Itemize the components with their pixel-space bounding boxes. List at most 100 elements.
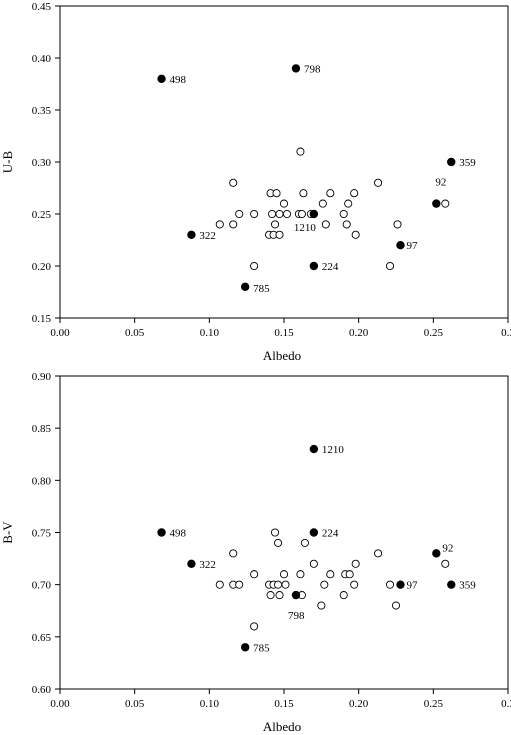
plot-frame xyxy=(59,5,509,319)
point-label: 498 xyxy=(170,528,187,540)
y-tick-label: 0.30 xyxy=(32,157,52,169)
open-data-point xyxy=(281,580,290,589)
open-data-point xyxy=(250,209,259,219)
filled-data-point xyxy=(432,549,441,558)
open-data-point xyxy=(272,189,281,198)
x-tick-label: 0.10 xyxy=(200,698,220,710)
x-tick-label: 0.00 xyxy=(50,698,70,710)
open-data-point xyxy=(297,209,306,219)
open-data-point xyxy=(393,220,402,229)
open-data-point xyxy=(270,528,280,537)
open-data-point xyxy=(235,209,244,219)
open-data-point xyxy=(215,580,224,589)
point-label: 785 xyxy=(253,283,270,295)
open-data-point xyxy=(374,549,383,558)
open-data-point xyxy=(250,570,259,579)
point-label: 97 xyxy=(406,240,418,252)
filled-data-point xyxy=(396,240,405,250)
filled-data-point xyxy=(291,64,301,73)
open-data-point xyxy=(385,261,395,271)
filled-data-point xyxy=(447,580,456,589)
open-data-point xyxy=(326,189,335,198)
open-data-point xyxy=(321,220,330,229)
y-axis-title: U-B xyxy=(0,150,15,173)
filled-data-point xyxy=(396,580,405,589)
open-data-point xyxy=(441,559,450,568)
point-label: 322 xyxy=(199,230,216,242)
open-data-point xyxy=(296,147,305,156)
filled-data-point xyxy=(309,261,319,271)
point-label: 1210 xyxy=(294,222,317,234)
filled-data-point xyxy=(187,230,196,239)
bv-scatter-panel: 0.00 0.05 0.10 0.15 0.20 0.25 0.3 0.60 0.65 0.70 0… xyxy=(0,371,511,734)
open-data-point xyxy=(320,580,329,589)
open-data-point xyxy=(351,559,360,568)
open-data-point xyxy=(391,601,401,610)
y-tick-label: 0.85 xyxy=(32,423,52,435)
open-data-point xyxy=(342,220,351,229)
filled-data-point xyxy=(447,157,456,167)
filled-data-point xyxy=(291,590,301,600)
open-data-point xyxy=(273,538,283,547)
y-tick-label: 0.45 xyxy=(32,1,52,13)
open-data-point xyxy=(229,549,238,558)
y-tick-label: 0.80 xyxy=(32,475,52,487)
y-tick-label: 0.60 xyxy=(32,684,52,696)
open-data-point xyxy=(275,591,284,600)
open-data-point xyxy=(318,199,327,208)
point-label: 92 xyxy=(435,177,446,189)
open-data-point xyxy=(270,220,280,229)
filled-data-point xyxy=(432,199,441,208)
x-tick-label: 0.20 xyxy=(349,327,369,339)
filled-data-point xyxy=(309,444,319,454)
filled-data-point xyxy=(240,643,250,652)
x-tick-label: 0.3 xyxy=(501,327,511,339)
x-tick-label: 0.3 xyxy=(501,698,511,710)
open-data-point xyxy=(441,199,450,208)
x-tick-label: 0.15 xyxy=(274,698,294,710)
y-tick-label: 0.35 xyxy=(32,105,52,117)
open-data-point xyxy=(250,261,259,271)
x-tick-label: 0.20 xyxy=(349,698,369,710)
open-data-point xyxy=(350,189,359,198)
x-tick-label: 0.15 xyxy=(274,327,294,339)
filled-data-point xyxy=(240,282,250,291)
open-data-point xyxy=(229,220,238,229)
y-tick-label: 0.70 xyxy=(32,580,52,592)
point-label: 92 xyxy=(442,542,453,554)
open-data-point xyxy=(385,580,395,589)
ub-scatter-panel: 0.00 0.05 0.10 0.15 0.20 0.25 0.3 0.15 0.20 0.25 0… xyxy=(0,1,511,363)
filled-data-point xyxy=(187,559,196,568)
open-data-point xyxy=(279,570,289,579)
open-data-point xyxy=(282,209,292,219)
open-data-point xyxy=(339,209,348,219)
point-label: 359 xyxy=(459,157,476,169)
point-label: 224 xyxy=(322,261,339,273)
x-axis-title: Albedo xyxy=(263,348,301,363)
point-label: 498 xyxy=(170,74,187,86)
open-data-point xyxy=(266,591,275,600)
open-data-point xyxy=(351,230,360,239)
open-data-point xyxy=(299,189,308,198)
y-axis-title: B-V xyxy=(0,521,15,544)
open-data-point xyxy=(344,199,353,208)
point-label: 1210 xyxy=(322,444,345,456)
x-tick-label: 0.05 xyxy=(125,327,145,339)
x-tick-label: 0.25 xyxy=(424,698,444,710)
open-data-point xyxy=(229,178,238,187)
open-data-point xyxy=(279,199,289,208)
open-data-point xyxy=(345,570,354,579)
open-data-point xyxy=(268,209,277,219)
y-tick-label: 0.65 xyxy=(32,632,52,644)
open-data-point xyxy=(374,178,383,187)
point-label: 785 xyxy=(253,642,270,654)
point-label: 798 xyxy=(288,610,305,622)
filled-data-point xyxy=(157,528,166,537)
filled-data-point xyxy=(309,209,319,219)
filled-data-point xyxy=(309,528,319,537)
filled-data-point xyxy=(157,74,166,83)
open-data-point xyxy=(309,559,318,568)
open-data-point xyxy=(215,220,224,229)
open-data-point xyxy=(273,580,283,589)
